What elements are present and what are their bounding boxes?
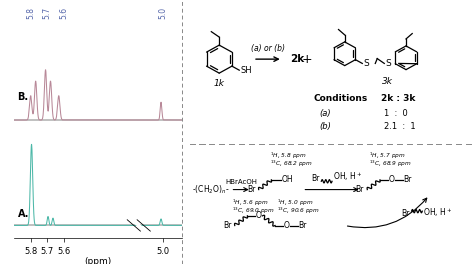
Text: Conditions: Conditions — [314, 94, 368, 103]
Text: 1  :  0: 1 : 0 — [384, 109, 408, 118]
Text: HBrAcOH: HBrAcOH — [225, 179, 257, 185]
Text: 2.1  :  1: 2.1 : 1 — [384, 122, 416, 131]
Text: +: + — [301, 53, 312, 66]
Text: Br: Br — [311, 175, 319, 183]
Text: (a) or (b): (a) or (b) — [251, 44, 285, 53]
Text: 3k: 3k — [382, 77, 392, 86]
Text: Br: Br — [247, 185, 255, 194]
Text: Br: Br — [356, 185, 364, 194]
Text: (b): (b) — [319, 122, 331, 131]
Text: $^{13}C$, 68.2 ppm: $^{13}C$, 68.2 ppm — [270, 159, 313, 169]
Text: SH: SH — [241, 67, 252, 76]
Text: OH, H$^+$: OH, H$^+$ — [423, 207, 452, 219]
Text: S: S — [385, 59, 391, 68]
Text: A.: A. — [18, 209, 29, 219]
Text: Br: Br — [401, 209, 410, 218]
Text: $^1H$, 5.8 ppm: $^1H$, 5.8 ppm — [270, 150, 307, 161]
Text: Br: Br — [223, 221, 231, 230]
Text: 2k : 3k: 2k : 3k — [382, 94, 416, 103]
Text: $^1H$, 5.0 ppm: $^1H$, 5.0 ppm — [277, 197, 314, 208]
Text: Br: Br — [403, 175, 412, 184]
Text: $^{13}C$, 68.9 ppm: $^{13}C$, 68.9 ppm — [369, 159, 412, 169]
Text: 1k: 1k — [214, 79, 225, 88]
Text: Br: Br — [299, 221, 307, 230]
Text: OH, H$^+$: OH, H$^+$ — [333, 171, 362, 183]
Text: -(CH$_2$O)$_n$-: -(CH$_2$O)$_n$- — [192, 183, 230, 196]
Text: 5.0: 5.0 — [158, 7, 167, 19]
Text: O: O — [283, 221, 290, 230]
Text: OH: OH — [282, 175, 294, 184]
Text: 5.6: 5.6 — [59, 7, 68, 19]
Text: $^1H$, 5.7 ppm: $^1H$, 5.7 ppm — [369, 150, 406, 161]
Text: 2k: 2k — [290, 54, 304, 64]
Text: O: O — [256, 211, 262, 220]
Text: $^{13}C$, 90.6 ppm: $^{13}C$, 90.6 ppm — [277, 206, 320, 216]
Text: $^1H$, 5.6 ppm: $^1H$, 5.6 ppm — [232, 197, 269, 208]
Text: S: S — [364, 59, 369, 68]
X-axis label: (ppm): (ppm) — [85, 257, 112, 264]
Text: O: O — [388, 175, 394, 184]
Text: 5.8: 5.8 — [26, 7, 35, 19]
Text: $^{13}C$, 69.0 ppm: $^{13}C$, 69.0 ppm — [232, 206, 275, 216]
Text: B.: B. — [18, 92, 28, 102]
Text: (a): (a) — [319, 109, 331, 118]
Text: 5.7: 5.7 — [43, 7, 52, 19]
